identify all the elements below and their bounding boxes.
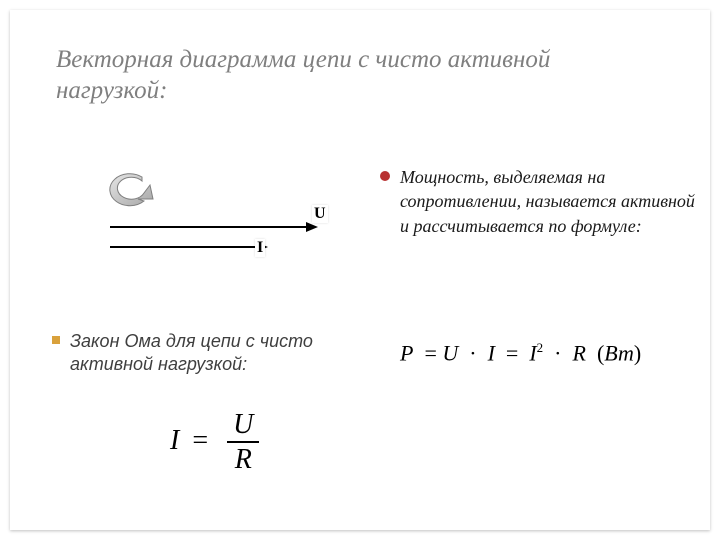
power-text: Мощность, выделяемая на сопротивлении, н…: [400, 167, 695, 236]
ohm-law-bullet: Закон Ома для цепи с чисто активной нагр…: [70, 330, 340, 377]
pf-sup: 2: [537, 340, 544, 355]
power-formula: P = U · I = I2 · R (Вт): [400, 340, 641, 366]
rotation-arrow-icon: [98, 165, 158, 221]
formula-numerator: U: [227, 410, 259, 443]
pf-I: I: [488, 340, 495, 365]
pf-R: R: [573, 340, 586, 365]
ohm-law-formula: I = U R: [170, 410, 259, 475]
i-vector-label: I: [255, 239, 265, 257]
pf-P: P: [400, 340, 413, 365]
power-bullet: Мощность, выделяемая на сопротивлении, н…: [400, 165, 700, 238]
pf-dot1: ·: [469, 340, 476, 365]
pf-unit: Вт: [604, 340, 634, 365]
square-bullet-icon: [52, 336, 60, 344]
pf-eq1: =: [424, 340, 436, 365]
pf-eq2: =: [506, 340, 518, 365]
vector-diagram: U I: [80, 165, 340, 275]
u-vector-label: U: [312, 205, 328, 223]
u-vector-arrow-icon: [110, 220, 320, 234]
pf-I2: I: [529, 340, 536, 365]
ohm-law-text: Закон Ома для цепи с чисто активной нагр…: [70, 331, 313, 374]
pf-U: U: [442, 340, 458, 365]
pf-uc: ): [634, 340, 641, 365]
slide-title: Векторная диаграмма цепи с чисто активно…: [56, 44, 616, 107]
i-vector-arrow-icon: [110, 240, 270, 254]
circle-bullet-icon: [380, 171, 390, 181]
formula-lhs: I: [170, 425, 179, 456]
slide-frame: Векторная диаграмма цепи с чисто активно…: [10, 10, 710, 530]
formula-fraction: U R: [227, 410, 259, 475]
formula-denominator: R: [227, 443, 259, 474]
pf-dot2: ·: [554, 340, 561, 365]
formula-equals: =: [186, 425, 214, 456]
